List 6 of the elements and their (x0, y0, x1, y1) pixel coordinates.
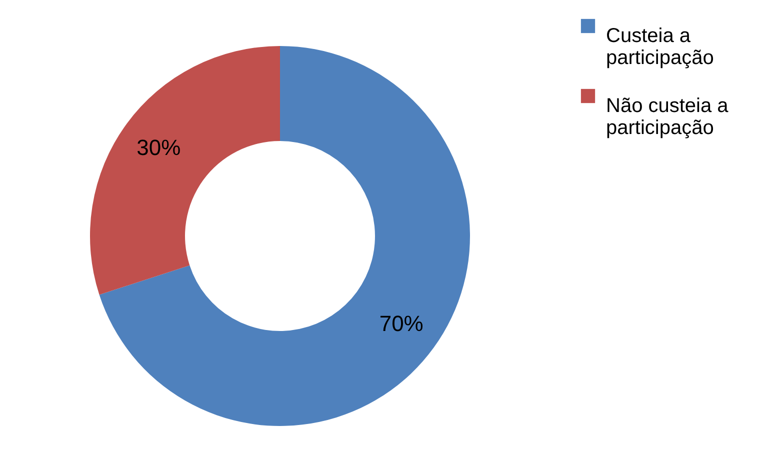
data-label: 30% (136, 134, 181, 160)
data-label: 70% (379, 311, 424, 336)
legend-label: Custeia a participação (606, 25, 714, 69)
donut-slice (90, 46, 280, 295)
legend-label: Não custeia a participação (606, 95, 730, 139)
donut-slice (99, 46, 470, 426)
